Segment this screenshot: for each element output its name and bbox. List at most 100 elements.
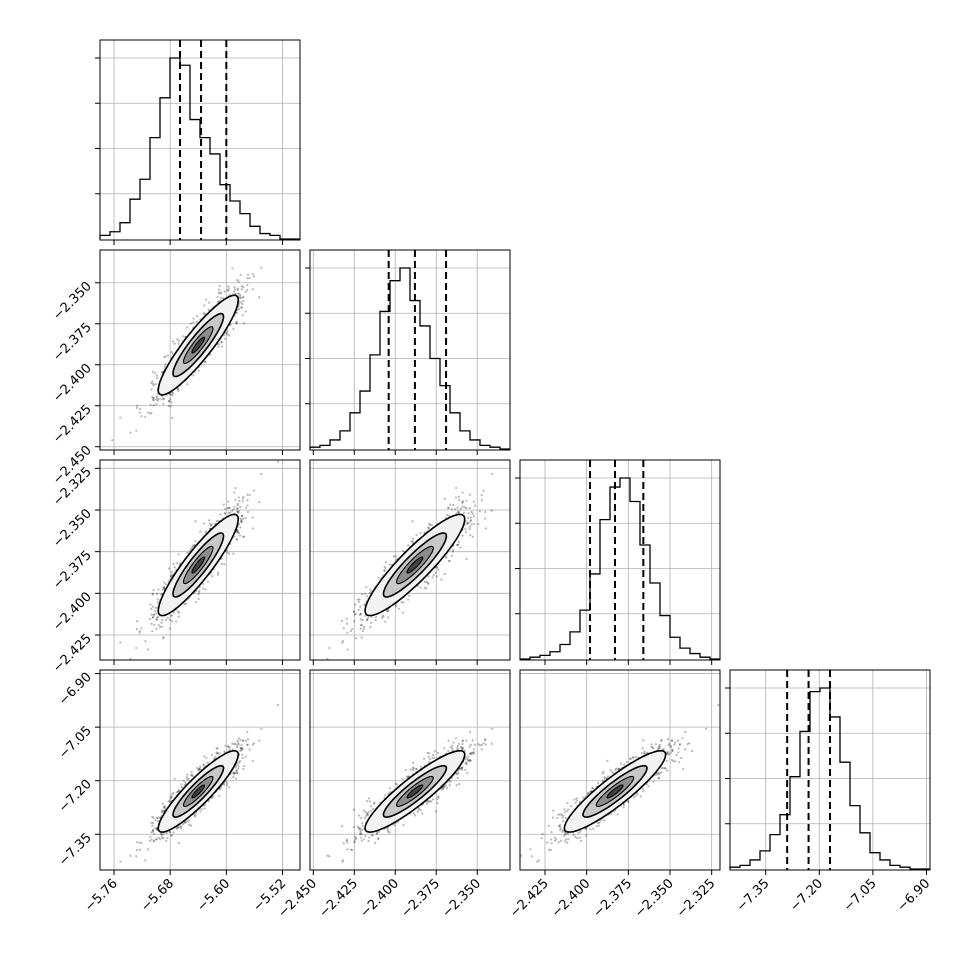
scatter-point <box>381 614 384 617</box>
scatter-point <box>358 613 361 616</box>
scatter-point <box>235 322 238 325</box>
scatter-point <box>163 581 166 584</box>
scatter-point <box>155 592 159 595</box>
scatter-point <box>253 275 256 278</box>
scatter-point <box>177 789 180 792</box>
scatter-point <box>366 595 369 598</box>
scatter-point <box>219 292 222 295</box>
scatter-point <box>180 786 183 789</box>
scatter-point <box>239 301 243 304</box>
contour-level-3 <box>406 556 424 574</box>
scatter-point <box>468 527 471 530</box>
scatter-point <box>140 842 143 845</box>
scatter-point <box>209 353 212 356</box>
scatter-point <box>157 615 160 619</box>
scatter-point <box>203 807 206 810</box>
scatter-point <box>119 416 122 419</box>
scatter-point <box>238 761 241 764</box>
scatter-point <box>170 404 173 408</box>
scatter-point <box>242 535 246 538</box>
scatter-point <box>465 557 468 561</box>
scatter-point <box>366 618 369 621</box>
scatter-point <box>154 606 157 609</box>
scatter-point <box>138 631 141 634</box>
scatter-point <box>158 626 162 629</box>
panel-frame <box>309 249 511 451</box>
scatter-point <box>224 332 227 335</box>
scatter-point <box>228 552 231 555</box>
scatter-point <box>469 520 472 523</box>
scatter-point <box>408 594 411 597</box>
scatter-point <box>445 513 449 516</box>
scatter-point <box>170 570 173 574</box>
scatter-point <box>246 273 250 276</box>
scatter-point <box>177 339 181 342</box>
scatter-point <box>151 396 154 399</box>
scatter-point <box>218 752 221 755</box>
scatter-point <box>217 343 220 346</box>
scatter-point <box>326 657 329 660</box>
scatter-point <box>242 300 245 303</box>
scatter-point <box>189 548 193 551</box>
contour-level-3 <box>191 336 206 354</box>
scatter-point <box>162 398 165 401</box>
scatter-point <box>152 384 155 387</box>
scatter-point <box>412 540 415 543</box>
scatter-point <box>242 296 245 299</box>
scatter-point <box>186 326 189 329</box>
scatter-point <box>153 397 156 400</box>
y-tick-label: −2.375 <box>50 548 95 593</box>
scatter-point <box>170 614 173 617</box>
scatter-point <box>154 609 157 612</box>
scatter-point <box>428 523 432 527</box>
scatter-point <box>148 617 152 620</box>
scatter-point <box>162 402 165 406</box>
scatter-point <box>151 830 155 833</box>
scatter-point <box>471 535 474 538</box>
scatter-point <box>240 518 243 522</box>
scatter-point <box>341 641 344 644</box>
scatter-point <box>155 618 158 621</box>
scatter-point <box>238 296 242 299</box>
scatter-point <box>214 755 217 759</box>
scatter-point <box>448 559 451 562</box>
scatter-point <box>242 767 245 770</box>
scatter-point <box>233 288 237 291</box>
scatter-point <box>457 540 461 543</box>
scatter-point <box>151 630 154 633</box>
scatter-point <box>362 625 366 628</box>
scatter-point <box>450 508 454 511</box>
scatter-point <box>459 546 462 549</box>
scatter-point <box>170 614 173 617</box>
scatter-point <box>185 776 188 779</box>
scatter-point <box>197 592 200 596</box>
scatter-point <box>440 578 443 581</box>
scatter-point <box>239 273 242 277</box>
scatter-point <box>239 739 242 742</box>
scatter-point <box>177 826 180 829</box>
scatter-point <box>236 279 239 282</box>
scatter-point <box>150 388 153 391</box>
scatter-point <box>380 616 384 619</box>
scatter-point <box>241 500 244 503</box>
scatter-point <box>191 544 194 547</box>
scatter-point <box>173 342 176 345</box>
panel-frame <box>99 459 301 661</box>
scatter-point <box>233 505 236 508</box>
scatter-point <box>151 605 154 608</box>
scatter-point <box>197 369 200 372</box>
scatter-point <box>375 615 378 619</box>
scatter-point <box>461 502 464 505</box>
scatter-point <box>135 620 139 623</box>
scatter-point <box>177 387 180 391</box>
scatter-point <box>119 860 122 863</box>
scatter-point <box>170 350 173 354</box>
scatter-point <box>192 317 195 320</box>
scatter-point <box>437 568 440 571</box>
scatter-point <box>232 776 235 779</box>
scatter-point <box>364 614 367 617</box>
scatter-point <box>386 610 389 613</box>
scatter-point <box>232 552 235 555</box>
scatter-point <box>427 582 430 585</box>
scatter-point <box>248 748 251 751</box>
